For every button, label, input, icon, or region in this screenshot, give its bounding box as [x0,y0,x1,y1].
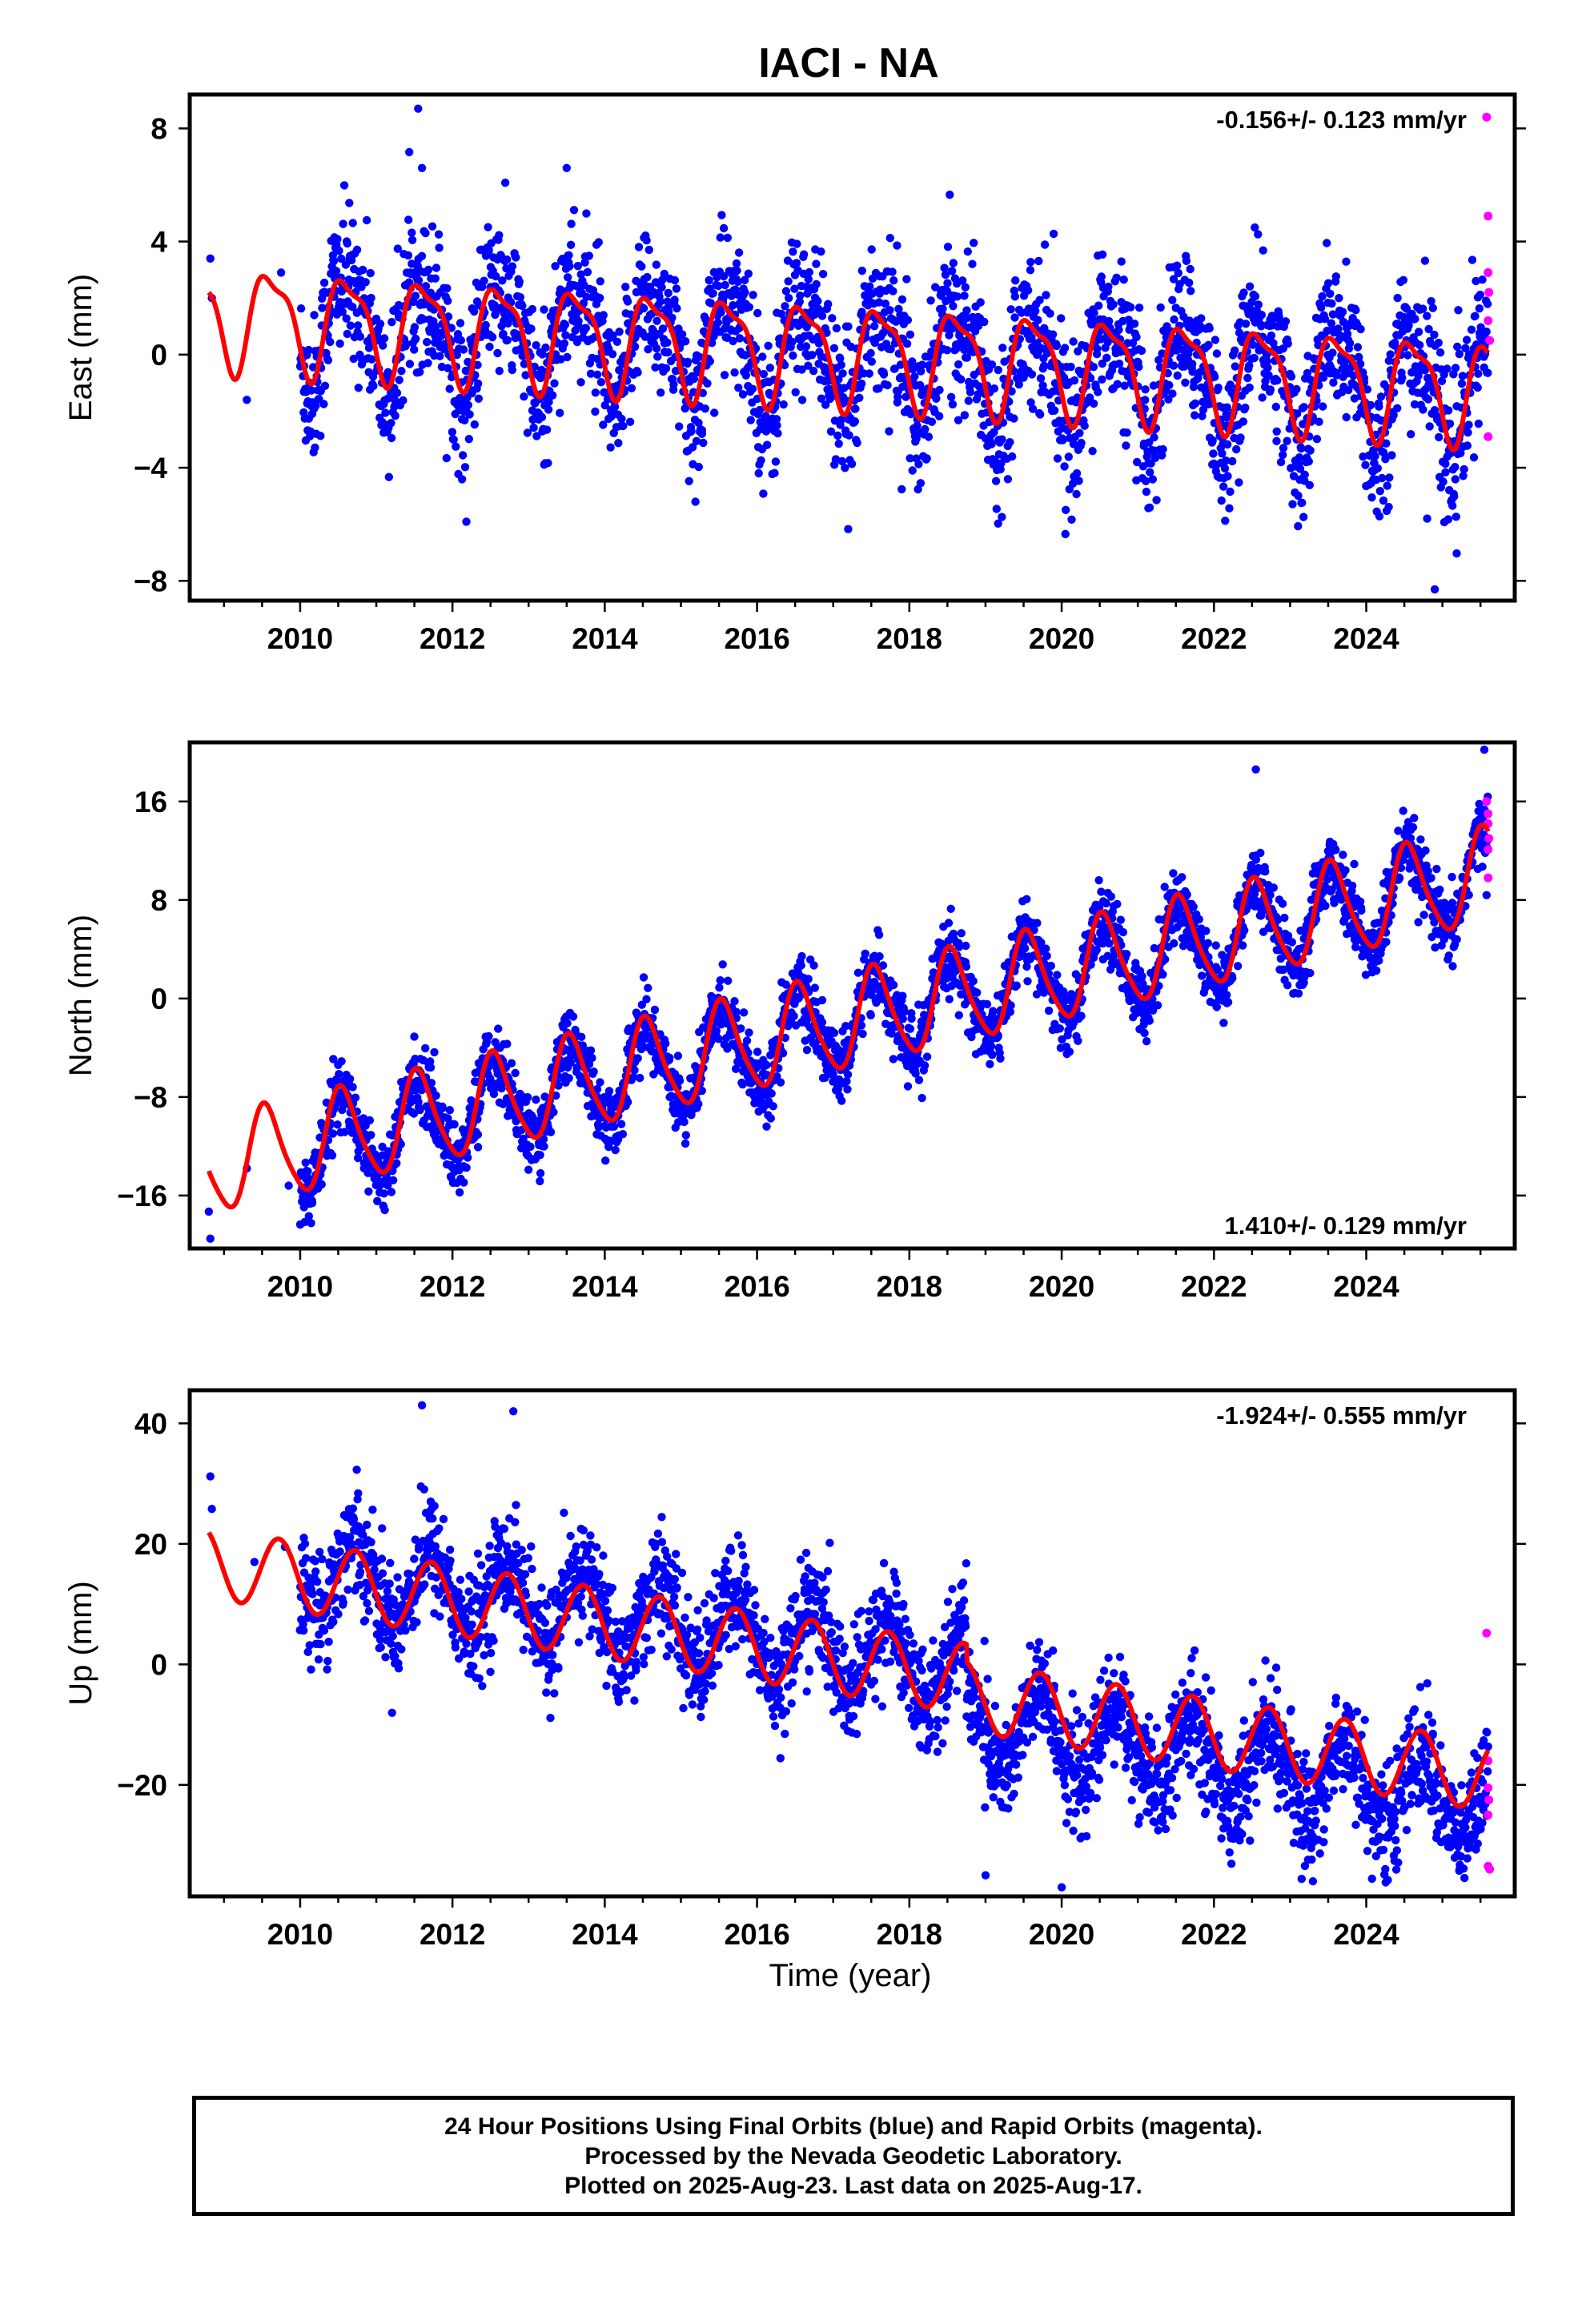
up-model-fit-line [207,1531,1491,1809]
east-y-tick-label: 8 [151,112,167,145]
north-y-tick-label: 0 [151,983,167,1015]
caption-box: 24 Hour Positions Using Final Orbits (bl… [192,2096,1515,2216]
up-y-tick-label: 20 [135,1528,167,1561]
up-x-tick-label: 2016 [724,1918,789,1951]
east-rate-label: -0.156+/- 0.123 mm/yr [1216,106,1467,134]
up-x-tick-label: 2024 [1333,1918,1399,1951]
north-rapid-point-5 [1484,873,1493,883]
north-x-tick-label: 2016 [724,1270,789,1303]
up-rapid-orbit-points [1482,1628,1495,1874]
east-x-tick-label: 2016 [724,622,789,655]
east-rapid-orbit-points [1482,112,1495,441]
up-frame [187,1388,1517,1899]
up-x-tick-label: 2010 [267,1918,333,1951]
east-model-fit-line [207,273,1491,452]
north-rapid-point-1 [1484,809,1493,818]
east-rapid-point-3 [1484,287,1494,297]
north-rapid-point-3 [1484,834,1494,843]
up-rapid-point-3 [1484,1795,1494,1805]
east-frame [187,92,1517,603]
north-y-tick-label: 16 [135,786,167,818]
east-x-tick-label: 2020 [1029,622,1094,655]
north-x-tick-label: 2022 [1181,1270,1247,1303]
east-x-tick-label: 2018 [877,622,942,655]
panel-up: 2010 2012 2014 2016 2018 2020 2022 2024 −20 0 20 40… [63,1388,1526,1951]
chart-title: IACI - NA [758,40,938,86]
north-y-tick-label: −8 [134,1081,167,1114]
east-y-tick-label: −8 [134,565,167,597]
north-frame [187,740,1517,1251]
up-x-tick-label: 2020 [1029,1918,1094,1951]
north-rapid-point-4 [1484,845,1493,854]
east-rapid-point-5 [1485,336,1495,345]
north-y-axis-title: North (mm) [63,915,98,1076]
north-rapid-orbit-points [1482,797,1494,883]
caption-line-1: 24 Hour Positions Using Final Orbits (bl… [444,2113,1263,2140]
east-rapid-point-0 [1482,112,1492,122]
up-x-tick-label: 2018 [877,1918,942,1951]
up-x-tick-label: 2014 [572,1918,638,1951]
caption-line-2: Processed by the Nevada Geodetic Laborat… [584,2142,1122,2169]
panels: 2010 2012 2014 2016 2018 2020 2022 2024−8−4048E… [63,92,1526,1951]
east-rapid-point-1 [1484,211,1493,221]
up-y-axis-title: Up (mm) [63,1581,98,1706]
east-final-orbit-points [206,104,1492,594]
north-final-orbit-markers [204,746,1492,1243]
north-rapid-point-0 [1482,797,1492,806]
north-rate-label: 1.410+/- 0.129 mm/yr [1225,1212,1467,1240]
north-model-fit-line [206,822,1491,1210]
caption-line-3: Plotted on 2025-Aug-23. Last data on 202… [564,2172,1142,2199]
up-rapid-point-4 [1484,1810,1493,1819]
x-axis-title: Time (year) [769,1958,932,1993]
east-x-tick-label: 2022 [1181,622,1247,655]
north-final-orbit-points [204,746,1492,1243]
north-x-tick-label: 2010 [267,1270,333,1303]
east-rapid-point-4 [1484,316,1493,325]
east-final-orbit-markers [206,104,1492,594]
east-y-tick-label: 0 [151,339,167,372]
panel-north: 2010 2012 2014 2016 2018 2020 2022 2024 −16 −8 0 8 1… [63,740,1526,1303]
up-final-orbit-markers [206,1401,1492,1892]
up-rate-label: -1.924+/- 0.555 mm/yr [1216,1401,1467,1429]
up-x-tick-label: 2022 [1181,1918,1247,1951]
east-x-tick-label: 2024 [1333,622,1399,655]
up-y-tick-label: 40 [135,1407,167,1440]
up-x-tick-label: 2012 [420,1918,485,1951]
north-x-tick-label: 2018 [877,1270,942,1303]
east-x-tick-label: 2012 [420,622,485,655]
north-x-tick-label: 2012 [420,1270,485,1303]
east-x-tick-label: 2010 [267,622,333,655]
east-y-axis-title: East (mm) [63,274,98,421]
east-rapid-point-6 [1484,432,1493,441]
north-y-tick-label: −16 [117,1180,167,1212]
north-y-tick-label: 8 [151,884,167,917]
panel-east: 2010 2012 2014 2016 2018 2020 2022 2024 −8 −4 0 4 8 E… [63,92,1526,655]
up-y-tick-label: 0 [151,1648,167,1681]
east-x-tick-label: 2014 [572,622,638,655]
north-x-tick-label: 2024 [1333,1270,1399,1303]
east-y-tick-label: 4 [151,226,167,259]
up-rapid-point-0 [1482,1628,1492,1638]
up-final-orbit-points [206,1401,1492,1892]
up-rapid-point-6 [1485,1864,1495,1874]
up-y-tick-label: −20 [117,1769,167,1802]
up-rapid-point-2 [1484,1783,1493,1793]
north-x-tick-label: 2014 [572,1270,638,1303]
north-x-tick-label: 2020 [1029,1270,1094,1303]
east-rapid-point-2 [1484,267,1493,277]
east-y-tick-label: −4 [134,452,168,485]
